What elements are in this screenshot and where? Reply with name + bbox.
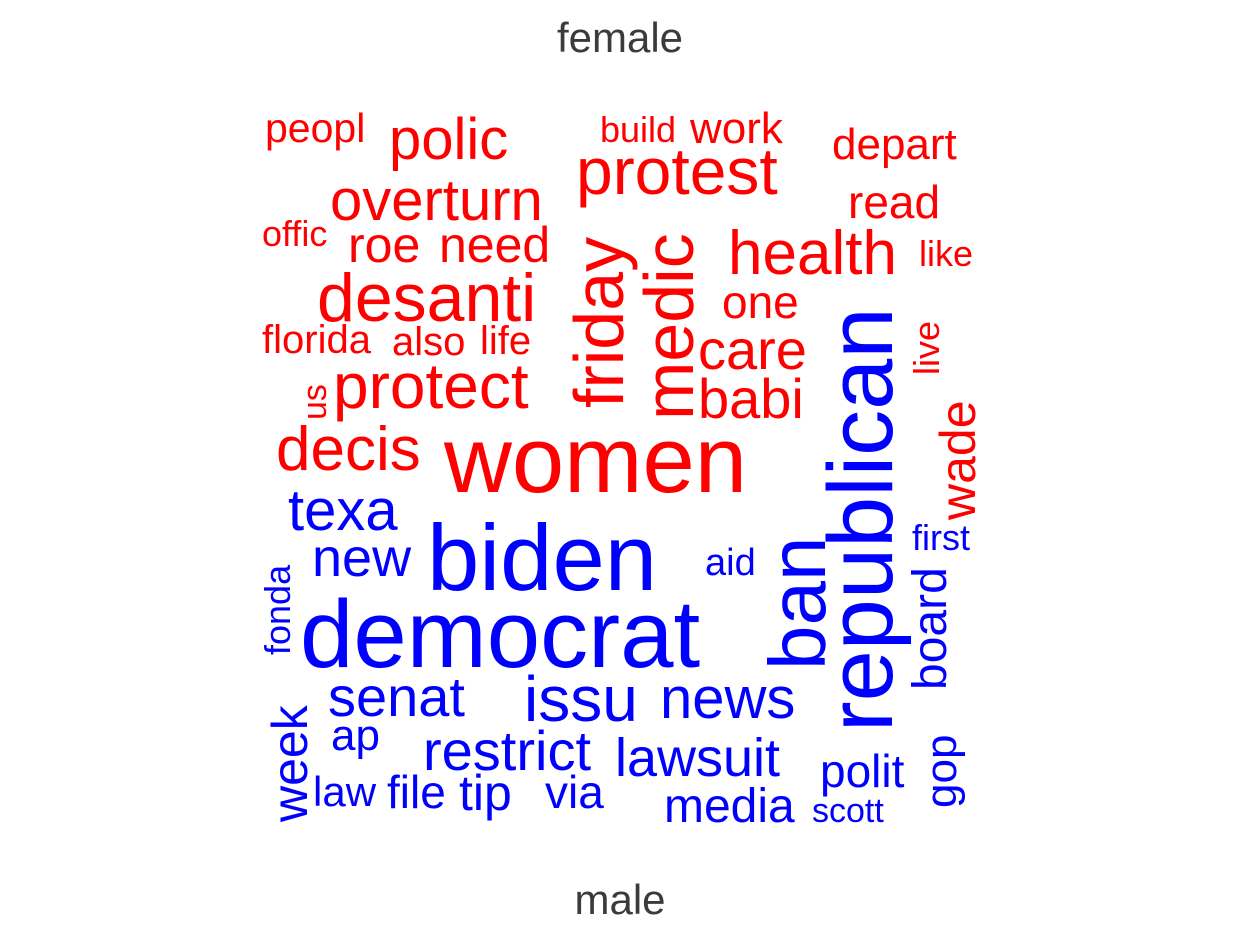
word-male-polit: polit xyxy=(820,745,905,797)
word-female-medic: medic xyxy=(630,233,708,420)
word-male-gop: gop xyxy=(917,735,966,808)
word-layer: peopl polic build work depart protest overturn… xyxy=(257,104,986,833)
word-female-us: us xyxy=(296,384,334,420)
word-male-board: board xyxy=(904,567,957,690)
word-male-first: first xyxy=(912,517,970,558)
word-male-texa: texa xyxy=(288,478,398,543)
word-male-democrat: democrat xyxy=(300,581,700,688)
word-female-protect: protect xyxy=(333,350,529,422)
word-female-like: like xyxy=(919,233,973,274)
word-female-women: women xyxy=(443,407,747,512)
word-female-friday: friday xyxy=(560,237,638,408)
group-label-male: male xyxy=(574,876,665,923)
word-female-care: care xyxy=(698,318,807,381)
word-female-live: live xyxy=(906,321,947,375)
word-female-roe: roe xyxy=(348,217,420,273)
word-female-build: build xyxy=(600,109,676,150)
word-male-news: news xyxy=(660,666,795,731)
word-male-law: law xyxy=(313,768,377,815)
word-male-tip: tip xyxy=(459,765,512,821)
word-female-depart: depart xyxy=(832,120,957,169)
word-female-also: also xyxy=(392,320,465,364)
word-female-offic: offic xyxy=(262,213,327,254)
word-male-lawsuit: lawsuit xyxy=(615,728,780,788)
word-male-ap: ap xyxy=(331,711,380,760)
word-male-biden: biden xyxy=(427,505,657,610)
word-male-scott: scott xyxy=(812,792,884,830)
word-female-peopl: peopl xyxy=(265,105,365,151)
word-female-overturn: overturn xyxy=(330,168,543,233)
word-male-issu: issu xyxy=(524,663,638,735)
word-female-read: read xyxy=(848,176,940,228)
word-male-media: media xyxy=(664,780,795,833)
word-female-need: need xyxy=(439,217,550,273)
word-male-ban: ban xyxy=(753,537,842,670)
word-male-week: week xyxy=(262,704,318,823)
word-male-via: via xyxy=(545,766,604,818)
word-female-protest: protest xyxy=(576,134,778,208)
word-female-babi: babi xyxy=(698,367,804,430)
word-male-aid: aid xyxy=(705,542,756,584)
word-female-decis: decis xyxy=(276,415,421,484)
word-male-senat: senat xyxy=(328,665,465,728)
word-female-florida: florida xyxy=(262,318,372,362)
word-male-fonda: fonda xyxy=(257,564,298,655)
word-female-wade: wade xyxy=(930,400,986,521)
word-female-health: health xyxy=(728,219,897,288)
word-female-one: one xyxy=(722,276,799,328)
word-male-republican: republican xyxy=(810,307,912,732)
word-female-work: work xyxy=(689,104,784,153)
word-female-life: life xyxy=(480,319,531,363)
word-female-polic: polic xyxy=(389,107,508,172)
group-label-female: female xyxy=(557,14,683,61)
word-female-desanti: desanti xyxy=(317,260,536,336)
word-male-file: file xyxy=(387,766,446,818)
word-male-new: new xyxy=(312,528,412,588)
word-male-restrict: restrict xyxy=(423,719,591,782)
